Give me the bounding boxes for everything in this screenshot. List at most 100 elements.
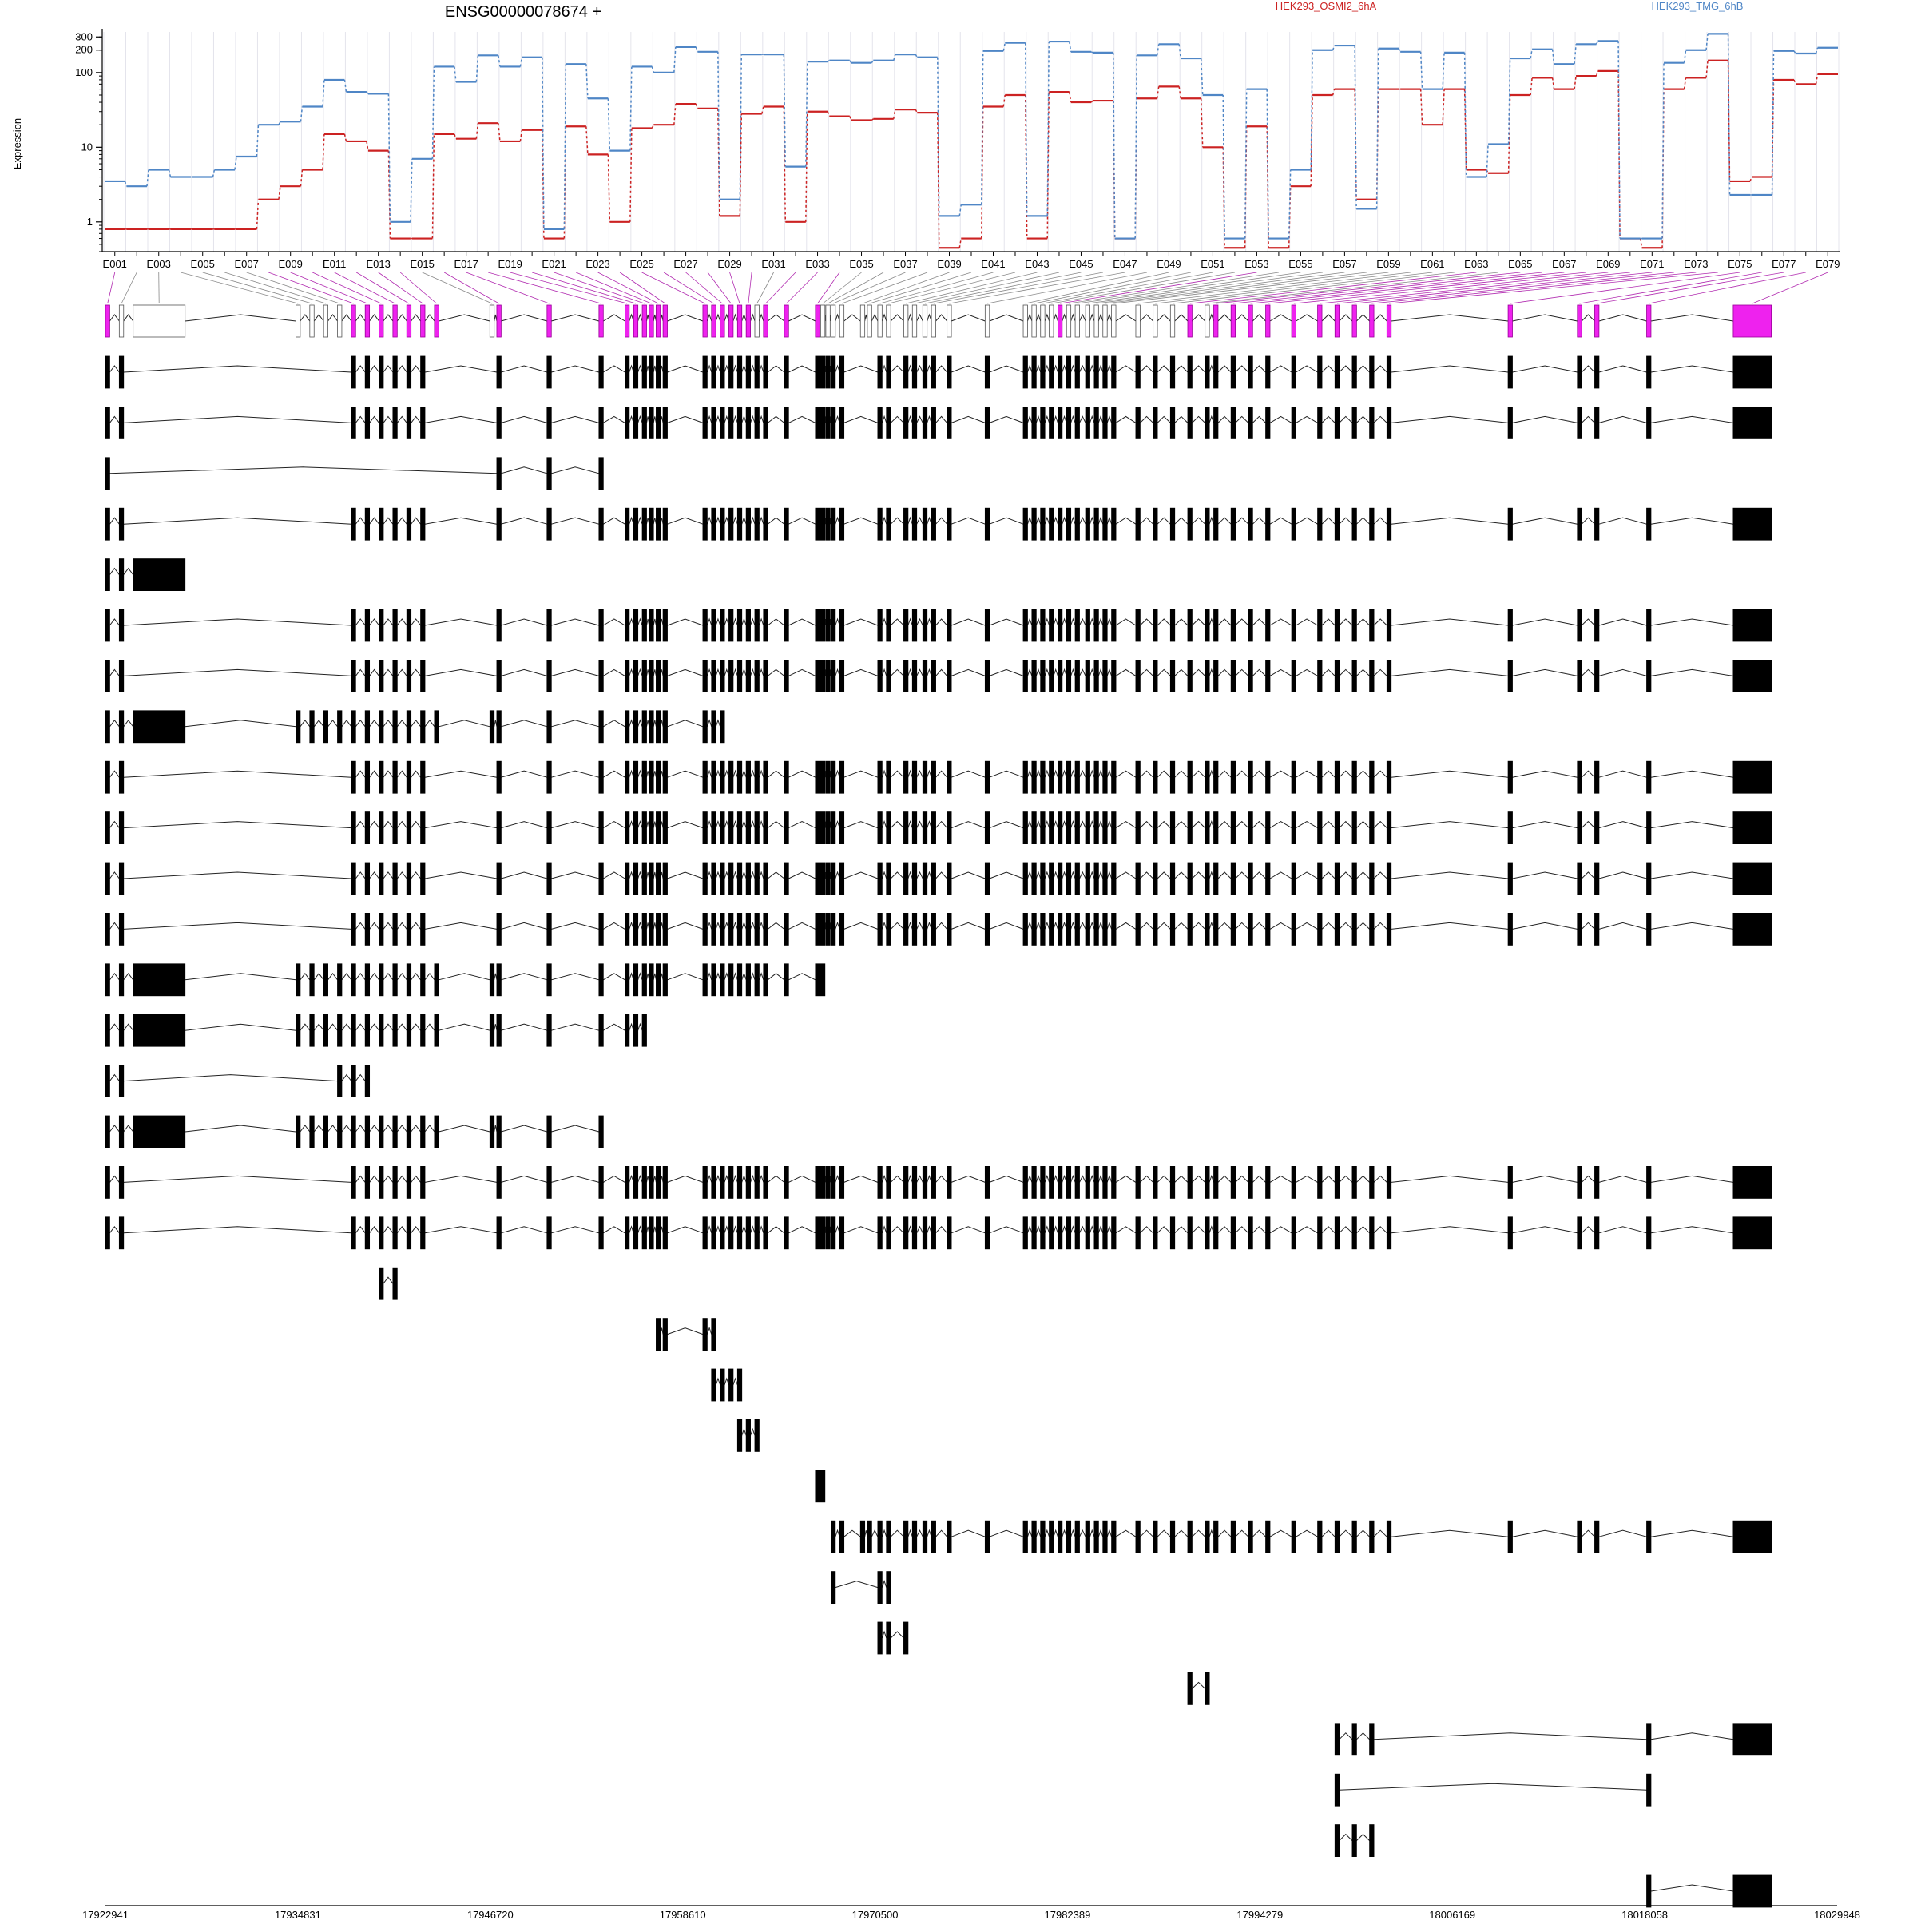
intron-line — [1035, 668, 1042, 676]
intron-line — [715, 921, 721, 930]
intron-line — [1209, 1529, 1214, 1537]
series-tmg-connector — [1463, 52, 1467, 177]
transcript-exon — [1111, 811, 1117, 844]
intron-line — [935, 365, 948, 373]
intron-line — [1062, 313, 1067, 322]
transcript-exon — [420, 660, 426, 692]
transcript-exon — [903, 1621, 909, 1655]
transcript-exon — [662, 1166, 668, 1199]
intron-line — [732, 364, 738, 373]
intron-line — [501, 668, 547, 676]
intron-line — [881, 516, 887, 525]
transcript-exon — [815, 507, 820, 541]
intron-line — [551, 720, 600, 728]
intron-line — [1070, 516, 1076, 525]
transcript-exon — [784, 811, 789, 844]
transcript-exon — [1386, 1520, 1392, 1553]
transcript-exon — [1135, 1166, 1141, 1199]
intron-line — [1598, 517, 1647, 525]
intron-line — [667, 973, 704, 981]
transcript-exon — [728, 913, 734, 946]
series-tmg-connector — [1354, 46, 1357, 209]
transcript-exon — [720, 406, 725, 439]
intron-line — [1269, 618, 1292, 626]
transcript-exon — [820, 963, 826, 997]
transcript-exon — [903, 1216, 909, 1250]
transcript-exon — [1049, 811, 1054, 844]
transcript-exon — [364, 963, 371, 997]
transcript-exon — [392, 1166, 398, 1199]
gene-model-exon — [496, 304, 502, 338]
series-tmg-connector — [739, 54, 743, 200]
intron-line — [109, 972, 120, 981]
intron-line — [1157, 820, 1171, 828]
transcript-exon — [984, 760, 990, 794]
intron-line — [1026, 1174, 1033, 1183]
intron-line — [396, 314, 407, 322]
gene-model-exon — [133, 304, 186, 338]
transcript-exon — [1111, 1166, 1117, 1199]
intron-line — [439, 314, 490, 322]
intron-line — [1026, 364, 1033, 373]
transcript-exon — [656, 1216, 661, 1250]
transcript-exon — [1135, 660, 1141, 692]
intron-line — [1235, 820, 1249, 828]
transcript-exon — [1577, 660, 1582, 692]
transcript-exon — [830, 507, 836, 541]
intron-line — [843, 871, 879, 879]
intron-line — [750, 820, 756, 828]
intron-line — [1035, 1529, 1042, 1537]
gene-model-exon — [859, 304, 866, 338]
gene-model-exon — [728, 304, 734, 338]
transcript-exon — [625, 609, 630, 642]
exon-connector — [1216, 272, 1521, 304]
transcript-exon — [728, 811, 734, 844]
transcript-exon — [1085, 406, 1090, 439]
intron-line — [1089, 769, 1095, 778]
series-osmi2-connector — [1068, 92, 1072, 103]
intron-line — [1192, 314, 1206, 322]
intron-line — [758, 921, 764, 930]
transcript-exon — [625, 406, 630, 439]
intron-line — [788, 517, 816, 525]
transcript-exon — [406, 760, 412, 794]
transcript-exon — [702, 1166, 708, 1199]
transcript-exon — [745, 1419, 751, 1452]
transcript-exon — [1386, 1166, 1392, 1199]
intron-line — [637, 516, 643, 525]
intron-line — [758, 313, 764, 322]
intron-line — [109, 517, 120, 525]
intron-line — [501, 517, 547, 525]
gene-model-exon — [1230, 304, 1236, 338]
intron-line — [123, 871, 351, 879]
intron-line — [1512, 314, 1578, 322]
intron-line — [732, 820, 738, 828]
intron-line — [411, 365, 421, 373]
transcript-exon — [1265, 811, 1271, 844]
intron-line — [1062, 1174, 1067, 1183]
transcript-exon — [625, 862, 630, 895]
series-osmi2-connector — [1507, 94, 1511, 173]
transcript-exon — [754, 963, 760, 997]
transcript-exon — [1594, 913, 1600, 946]
transcript-exon — [1169, 507, 1176, 541]
series-tmg-connector — [563, 64, 567, 229]
transcript-exon — [496, 760, 502, 794]
transcript-exon — [1386, 507, 1392, 541]
transcript-exon — [903, 862, 909, 895]
intron-line — [653, 821, 657, 828]
intron-line — [424, 415, 498, 423]
intron-line — [1026, 1225, 1033, 1233]
transcript-exon — [351, 811, 356, 844]
transcript-exon — [105, 507, 110, 541]
transcript-exon — [392, 913, 398, 946]
intron-line — [1356, 770, 1370, 778]
transcript-exon — [1248, 760, 1253, 794]
transcript-exon — [656, 660, 661, 692]
transcript-exon — [1732, 1520, 1772, 1553]
transcript-exon — [911, 1520, 918, 1553]
transcript-exon — [1111, 913, 1117, 946]
transcript-exon — [984, 507, 990, 541]
intron-line — [1321, 922, 1336, 930]
transcript-exon — [830, 406, 836, 439]
